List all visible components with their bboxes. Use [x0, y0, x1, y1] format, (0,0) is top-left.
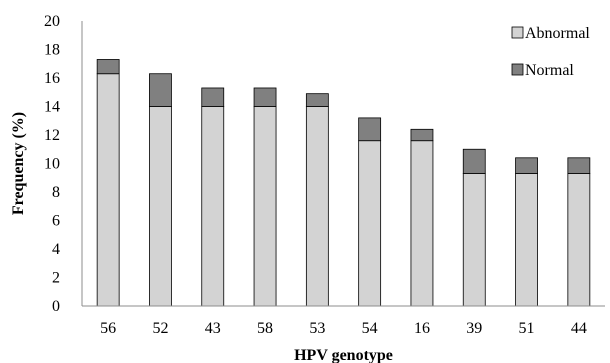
- x-tick-label: 52: [152, 320, 168, 337]
- bar-normal-53: [305, 93, 329, 107]
- bar-abnormal-52: [149, 106, 172, 307]
- bar-abnormal-58: [253, 106, 277, 307]
- y-tick-label: 2: [52, 270, 60, 287]
- bar-normal-52: [149, 73, 172, 107]
- bar-abnormal-56: [96, 73, 120, 307]
- bar-abnormal-39: [462, 173, 486, 307]
- y-tick-label: 18: [44, 42, 60, 59]
- bar-normal-58: [253, 87, 277, 107]
- legend-swatch-abnormal: [511, 26, 524, 39]
- y-tick-label: 0: [52, 298, 60, 315]
- x-axis-tick-labels: 56 52 43 58 53 54 16 39 51 44: [100, 320, 587, 337]
- y-tick-label: 4: [52, 241, 60, 258]
- bar-abnormal-54: [358, 140, 382, 307]
- bar-normal-16: [410, 128, 434, 142]
- legend: Abnormal Normal: [511, 25, 590, 79]
- x-tick-label: 58: [257, 320, 273, 337]
- bar-abnormal-51: [515, 173, 538, 307]
- x-tick-label: 43: [205, 320, 221, 337]
- y-tick-label: 10: [44, 156, 60, 173]
- y-tick-label: 14: [44, 99, 60, 116]
- x-tick-label: 54: [362, 320, 378, 337]
- bar-normal-39: [462, 148, 486, 174]
- bar-abnormal-43: [201, 106, 225, 307]
- x-tick-label: 51: [519, 320, 535, 337]
- bar-normal-51: [515, 157, 538, 174]
- y-axis-title: Frequency (%): [10, 112, 27, 215]
- bars: [96, 59, 591, 307]
- y-tick-label: 8: [52, 184, 60, 201]
- y-axis-ticks: 0 2 4 6 8 10 12 14 16 18 20: [44, 13, 60, 315]
- y-tick-label: 20: [44, 13, 60, 30]
- bar-normal-44: [567, 157, 591, 174]
- x-tick-label: 39: [466, 320, 482, 337]
- y-tick-label: 12: [44, 127, 60, 144]
- legend-label-abnormal: Abnormal: [525, 25, 590, 42]
- x-tick-label: 56: [100, 320, 116, 337]
- x-tick-label: 16: [414, 320, 430, 337]
- bar-normal-43: [201, 87, 225, 107]
- legend-swatch-normal: [511, 63, 524, 76]
- bar-normal-56: [96, 59, 120, 75]
- bar-normal-54: [358, 117, 382, 142]
- bar-abnormal-44: [567, 173, 591, 307]
- y-tick-label: 6: [52, 213, 60, 230]
- legend-label-normal: Normal: [525, 62, 574, 79]
- bar-abnormal-53: [305, 106, 329, 307]
- x-axis-title: HPV genotype: [294, 347, 393, 363]
- bar-abnormal-16: [410, 140, 434, 307]
- x-tick-label: 44: [571, 320, 587, 337]
- x-tick-label: 53: [309, 320, 325, 337]
- y-tick-label: 16: [44, 70, 60, 87]
